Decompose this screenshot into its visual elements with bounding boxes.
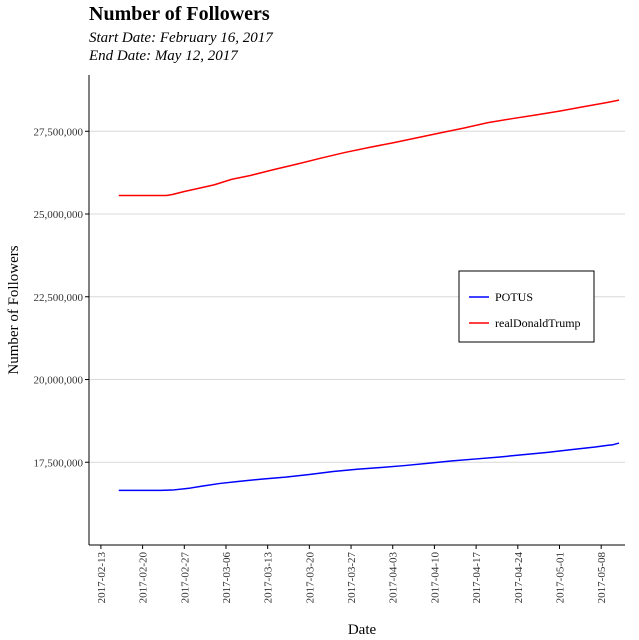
x-tick-label: 2017-03-06 xyxy=(221,552,233,604)
gridlines xyxy=(89,130,625,463)
x-tick-label: 2017-05-01 xyxy=(554,552,566,603)
series-line-realdonaldtrump xyxy=(118,99,620,197)
x-tick-label: 2017-04-17 xyxy=(471,552,483,604)
x-tick-label: 2017-04-24 xyxy=(513,552,525,604)
y-axis-ticks: 17,500,000 20,000,000 22,500,000 25,000,000… xyxy=(34,126,89,469)
legend-box xyxy=(458,270,595,343)
axes xyxy=(88,75,625,546)
x-tick-label: 2017-02-20 xyxy=(138,552,150,604)
y-tick-label: 27,500,000 xyxy=(34,126,84,138)
chart-title: Number of Followers xyxy=(89,3,270,25)
legend-label-potus: POTUS xyxy=(495,290,533,304)
x-tick-label: 2017-02-13 xyxy=(96,552,108,604)
y-axis-title: Number of Followers xyxy=(6,245,22,374)
chart-subtitle-line-2: End Date: May 12, 2017 xyxy=(88,48,239,64)
x-tick-label: 2017-03-13 xyxy=(263,552,275,604)
x-tick-label: 2017-03-20 xyxy=(304,552,316,604)
legend-label-realdonaldtrump: realDonaldTrump xyxy=(495,316,581,330)
series-lines xyxy=(118,99,620,492)
x-tick-label: 2017-02-27 xyxy=(179,552,191,604)
x-tick-label: 2017-04-03 xyxy=(388,552,400,604)
x-axis-title: Date xyxy=(348,622,377,638)
legend: POTUS realDonaldTrump xyxy=(458,270,595,343)
y-tick-label: 25,000,000 xyxy=(34,209,84,221)
series-line-potus xyxy=(118,442,620,492)
chart-subtitle-line-1: Start Date: February 16, 2017 xyxy=(89,30,274,46)
x-tick-label: 2017-05-08 xyxy=(596,552,608,604)
y-tick-label: 22,500,000 xyxy=(34,292,84,304)
x-tick-label: 2017-04-10 xyxy=(429,552,441,604)
y-tick-label: 17,500,000 xyxy=(34,457,84,469)
y-tick-label: 20,000,000 xyxy=(34,375,84,387)
x-tick-label: 2017-03-27 xyxy=(346,552,358,604)
x-axis-ticks: 2017-02-13 2017-02-20 2017-02-27 2017-03-06… xyxy=(96,545,608,603)
